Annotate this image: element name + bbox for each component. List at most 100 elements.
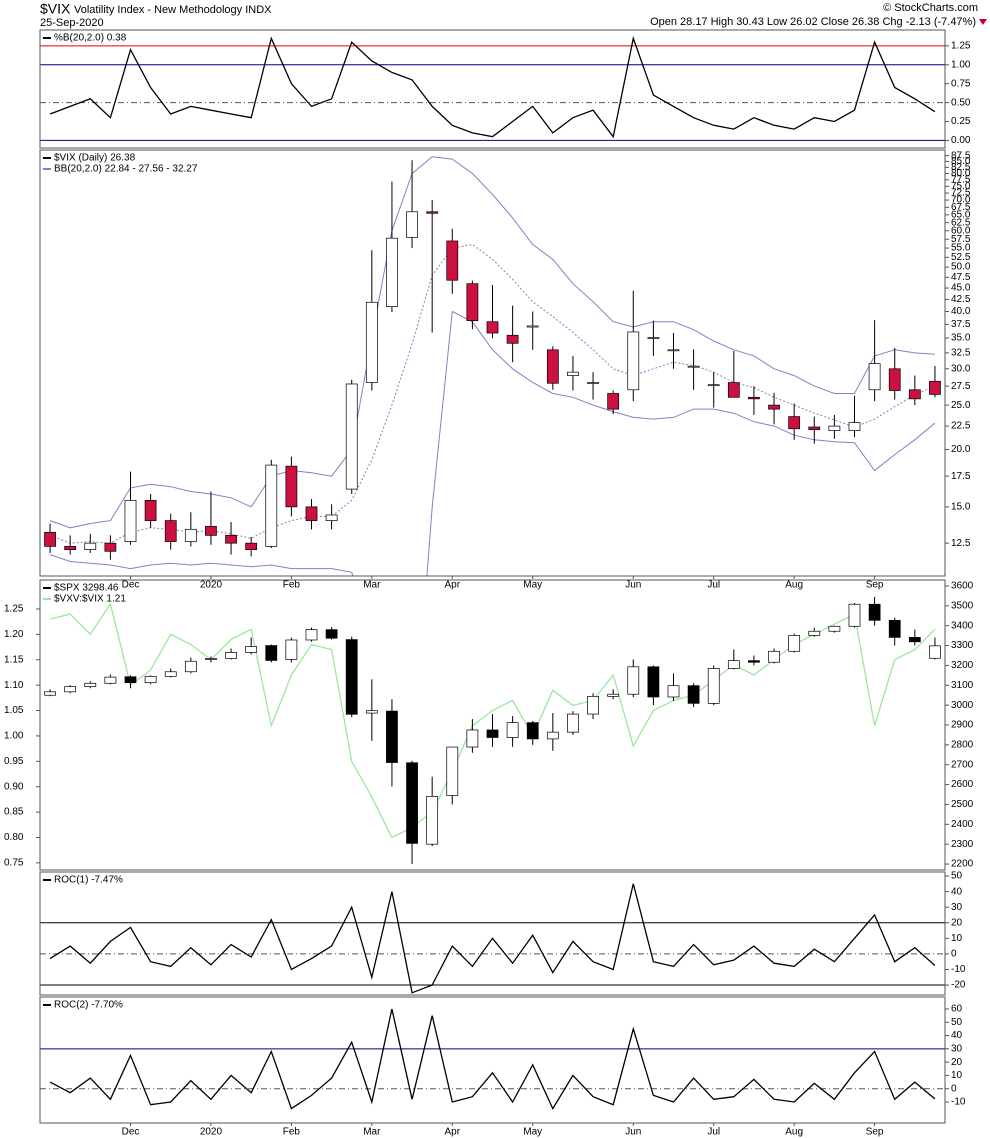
- panel: [40, 1008, 945, 1110]
- series-line: [49, 35, 936, 139]
- y-tick-label: 3300: [951, 640, 974, 651]
- y-tick-label: 72.5: [951, 188, 971, 199]
- candle-body: [748, 396, 760, 400]
- y-tick-label: 0.90: [4, 781, 24, 792]
- candle-body: [245, 646, 258, 653]
- band-line: [49, 310, 936, 576]
- x-tick-label: Sep: [866, 580, 884, 591]
- candle-body: [707, 384, 720, 387]
- candle-body: [848, 603, 861, 627]
- y-tick-label: 32.5: [951, 348, 971, 359]
- candle-body: [546, 731, 559, 740]
- candle-body: [44, 531, 56, 547]
- x-tick-label: Apr: [444, 580, 460, 591]
- credit: © StockCharts.com: [883, 2, 978, 14]
- y-tick-label: 52.5: [951, 252, 971, 263]
- candle-body: [727, 660, 740, 669]
- y-tick-label: 35.0: [951, 333, 971, 344]
- y-tick-label: 30.0: [951, 363, 971, 374]
- legend-label: BB(20,2.0) 22.84 - 27.56 - 32.27: [54, 164, 198, 175]
- y-tick-label: 0.25: [951, 116, 971, 127]
- y-tick-label: 1.00: [951, 59, 971, 70]
- band-line: [49, 156, 935, 529]
- y-tick-label: 0.85: [4, 807, 24, 818]
- panel: [40, 883, 945, 994]
- x-tick-label: Jul: [707, 580, 720, 591]
- y-tick-label: 10: [951, 1070, 963, 1081]
- y-tick-label: 0.80: [4, 832, 24, 843]
- y-tick-label: 2600: [951, 779, 974, 790]
- candle-body: [828, 425, 841, 431]
- candle-body: [426, 211, 439, 214]
- candle-body: [124, 499, 137, 542]
- candle-body: [225, 652, 237, 659]
- panel-frame: [39, 149, 946, 577]
- y-tick-label: 10: [951, 933, 963, 944]
- candle-body: [164, 520, 177, 542]
- y-tick-label: 0.95: [4, 756, 24, 767]
- x-tick-label: Mar: [363, 1127, 381, 1138]
- candle-body: [285, 465, 298, 508]
- candle-body: [828, 625, 841, 632]
- y-tick-label: 2900: [951, 720, 974, 731]
- panel-frame: [39, 871, 946, 996]
- candle-body: [808, 630, 821, 636]
- candle-body: [486, 729, 499, 738]
- down-arrow: [979, 19, 987, 25]
- x-tick-label: May: [523, 1127, 542, 1138]
- y-tick-label: 1.25: [951, 41, 971, 52]
- candle-body: [607, 693, 620, 697]
- candle-body: [144, 675, 157, 684]
- candle-body: [44, 691, 56, 696]
- x-tick-label: Jun: [625, 580, 641, 591]
- y-tick-label: 1.00: [4, 731, 24, 742]
- candle-body: [345, 383, 358, 490]
- y-tick-label: 3400: [951, 620, 974, 631]
- candle-body: [727, 382, 740, 398]
- candle-body: [305, 506, 318, 521]
- y-tick-label: 0.75: [951, 78, 971, 89]
- candle-body: [84, 542, 97, 550]
- candle-body: [587, 696, 599, 715]
- y-tick-label: 75.0: [951, 181, 971, 192]
- candle-body: [486, 321, 499, 334]
- candle-body: [687, 685, 700, 704]
- y-tick-label: 50: [951, 871, 963, 882]
- y-tick-label: 2800: [951, 740, 974, 751]
- candle-body: [184, 528, 197, 542]
- candle-body: [868, 603, 881, 621]
- y-tick-label: 60: [951, 1004, 963, 1015]
- candle-body: [386, 710, 398, 763]
- candle-body: [567, 371, 579, 376]
- y-tick-label: 80.0: [951, 168, 971, 179]
- legend-label: $VXV:$VIX 1.21: [54, 594, 126, 605]
- candle-body: [908, 389, 921, 400]
- y-tick-label: 12.5: [951, 538, 971, 549]
- candle-body: [627, 331, 640, 391]
- candle-body: [305, 629, 318, 641]
- y-tick-label: 3100: [951, 680, 974, 691]
- candle-body: [768, 650, 780, 663]
- y-tick-label: 2500: [951, 799, 974, 810]
- y-tick-label: 50: [951, 1017, 963, 1028]
- x-tick-label: May: [523, 580, 542, 591]
- candle-body: [285, 639, 298, 660]
- candle-body: [707, 668, 720, 704]
- candle-body: [667, 685, 680, 698]
- candle-body: [84, 682, 97, 688]
- y-tick-label: 3600: [951, 581, 974, 592]
- x-tick-label: Mar: [363, 580, 381, 591]
- y-tick-label: 20: [951, 917, 963, 928]
- y-tick-label: 40: [951, 886, 963, 897]
- candle-body: [687, 365, 700, 368]
- candle-body: [446, 746, 459, 796]
- y-tick-label: 25.0: [951, 400, 971, 411]
- candle-body: [466, 283, 479, 322]
- y-tick-label: 1.10: [4, 680, 24, 691]
- candle-body: [466, 729, 479, 748]
- y-tick-label: 27.5: [951, 381, 971, 392]
- legend-label: ROC(1) -7.47%: [54, 875, 123, 886]
- candle-body: [245, 542, 258, 550]
- y-tick-label: 2300: [951, 839, 974, 850]
